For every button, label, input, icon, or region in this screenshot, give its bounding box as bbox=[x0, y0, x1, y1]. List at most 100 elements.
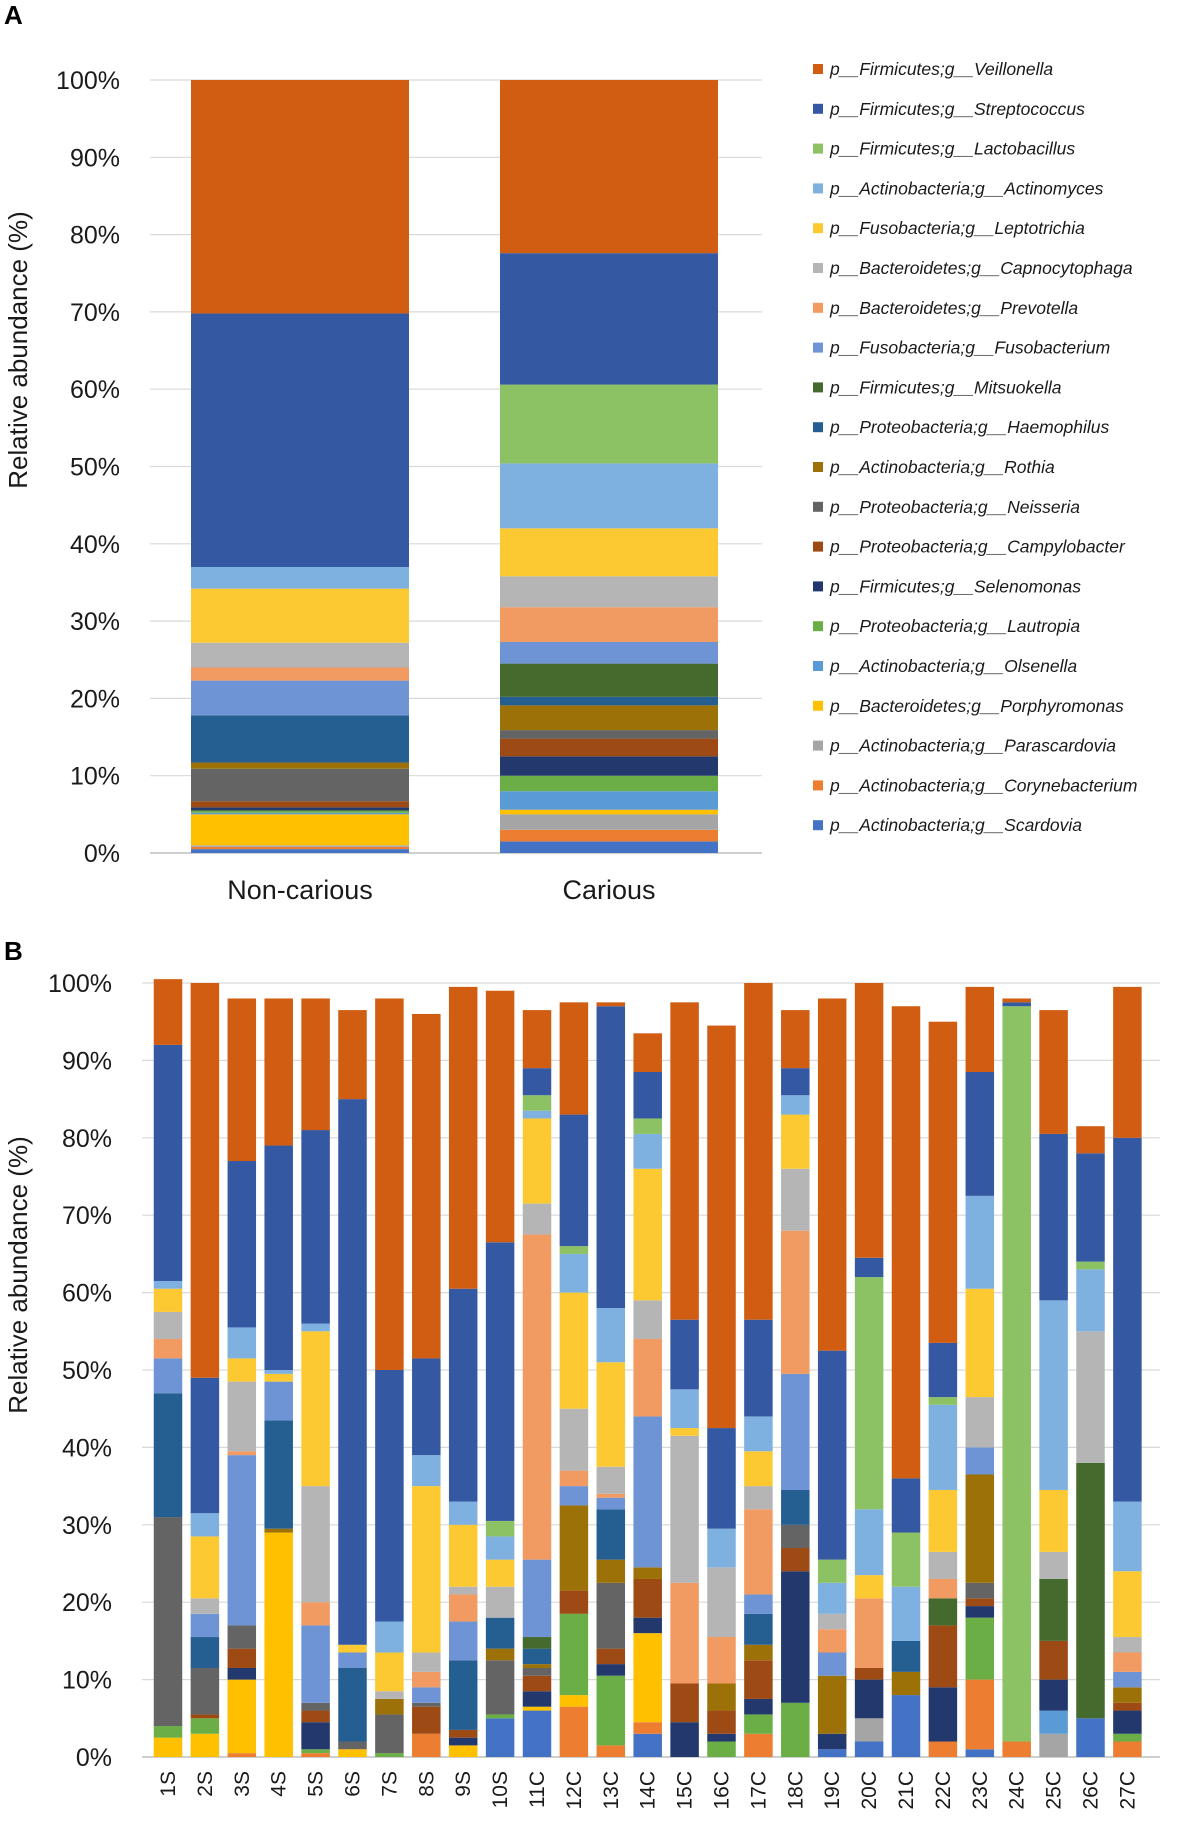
panel-b-bar-segment bbox=[412, 1687, 441, 1703]
panel-b-bar-segment bbox=[153, 979, 183, 1045]
panel-b-bar-segment bbox=[153, 1044, 183, 1281]
panel-b-x-tick-label: 15C bbox=[674, 1771, 697, 1810]
panel-a-bar-segment bbox=[500, 756, 718, 776]
legend-swatch bbox=[813, 621, 823, 632]
panel-b-bar-segment bbox=[1076, 1331, 1105, 1463]
panel-b-bar-segment bbox=[1113, 1741, 1142, 1757]
panel-b-bar-segment bbox=[190, 1377, 220, 1514]
panel-b-bar-segment bbox=[153, 1726, 183, 1738]
legend-swatch bbox=[813, 183, 823, 194]
panel-b-bar-segment bbox=[190, 1513, 220, 1537]
panel-b-bar-segment bbox=[1076, 1269, 1105, 1332]
panel-b-bar-segment bbox=[522, 1706, 552, 1711]
panel-a-letter: A bbox=[4, 0, 23, 30]
panel-a-bar-segment bbox=[500, 809, 718, 815]
panel-b-bar-segment bbox=[301, 1331, 330, 1487]
legend-entry-label: p__Firmicutes;g__Lactobacillus bbox=[829, 139, 1075, 159]
panel-a-bar-segment bbox=[191, 80, 409, 314]
panel-b-bar-segment bbox=[965, 1474, 995, 1583]
panel-b-bar-segment bbox=[301, 1486, 330, 1603]
panel-a-bar-segment bbox=[500, 775, 718, 792]
panel-b-bar-segment bbox=[1113, 986, 1142, 1138]
panel-b-bar-segment bbox=[965, 1582, 995, 1599]
panel-b-bar-segment bbox=[854, 1277, 884, 1510]
panel-b-bar-segment bbox=[190, 1667, 220, 1715]
panel-b-bar-segment bbox=[854, 1741, 884, 1757]
panel-b-bar-segment bbox=[190, 983, 220, 1378]
legend-entry-label: p__Firmicutes;g__Veillonella bbox=[829, 59, 1053, 79]
panel-b-bar-segment bbox=[891, 1006, 921, 1479]
panel-b-bar-segment bbox=[596, 1362, 626, 1467]
panel-b-bar-segment bbox=[596, 1675, 626, 1746]
panel-b-bar-segment bbox=[375, 1753, 404, 1757]
panel-b-bar-segment bbox=[1113, 1687, 1142, 1703]
panel-b-bar-segment bbox=[1002, 1006, 1031, 1742]
panel-b-bar-segment bbox=[448, 1737, 478, 1746]
panel-a-bar-segment bbox=[500, 253, 718, 385]
panel-b-x-tick-label: 20C bbox=[858, 1771, 881, 1810]
panel-b-bar-segment bbox=[1039, 1578, 1068, 1641]
panel-b-bar-segment bbox=[485, 990, 515, 1243]
panel-b-bar-segment bbox=[817, 1350, 847, 1560]
panel-b-bar-segment bbox=[817, 1582, 847, 1614]
panel-a-bar-segment bbox=[500, 696, 718, 706]
panel-b-bar-segment bbox=[301, 1702, 330, 1711]
panel-a-bar-segment bbox=[191, 762, 409, 769]
panel-b-x-tick-label: 11C bbox=[526, 1771, 549, 1808]
panel-b-bar-segment bbox=[1113, 1501, 1142, 1572]
panel-a-x-tick-label: Carious bbox=[562, 875, 655, 905]
panel-b-y-tick-label: 20% bbox=[62, 1589, 112, 1617]
panel-b-bar-segment bbox=[633, 1033, 662, 1073]
panel-a-y-tick-label: 70% bbox=[70, 299, 120, 327]
panel-b-bar-segment bbox=[522, 1648, 552, 1665]
panel-b-bar-segment bbox=[854, 1667, 884, 1680]
panel-b-bar-segment bbox=[633, 1072, 662, 1119]
panel-b-bar-segment bbox=[485, 1718, 515, 1757]
panel-b-x-tick-label: 4S bbox=[268, 1771, 291, 1797]
panel-b-bar-segment bbox=[891, 1695, 921, 1757]
panel-b-bar-segment bbox=[153, 1339, 183, 1359]
panel-b-bar-segment bbox=[817, 1675, 847, 1734]
panel-b-bar-segment bbox=[1076, 1462, 1105, 1719]
panel-b-bar-segment bbox=[448, 1524, 478, 1587]
panel-b-bar-segment bbox=[301, 1749, 330, 1754]
panel-a-bar-segment bbox=[191, 715, 409, 763]
panel-b-bar-segment bbox=[522, 1068, 552, 1096]
panel-b-bar-segment bbox=[781, 1489, 810, 1525]
panel-b-bar-segment bbox=[707, 1428, 736, 1529]
panel-b-bar-segment bbox=[375, 1621, 404, 1653]
panel-b-y-tick-label: 50% bbox=[62, 1357, 112, 1385]
panel-b-x-tick-label: 14C bbox=[637, 1771, 660, 1810]
panel-b-bar-segment bbox=[522, 1110, 552, 1119]
panel-b-bar-segment bbox=[854, 1509, 884, 1576]
panel-a-bar-segment bbox=[191, 846, 409, 850]
panel-b-bar-segment bbox=[965, 1447, 995, 1475]
panel-b-bar-segment bbox=[891, 1586, 921, 1641]
panel-b-y-tick-label: 70% bbox=[62, 1202, 112, 1230]
panel-b-bar-segment bbox=[485, 1242, 515, 1521]
panel-b-bar-segment bbox=[485, 1586, 515, 1618]
panel-b-bar-segment bbox=[1113, 1637, 1142, 1653]
panel-b-y-tick-label: 30% bbox=[62, 1512, 112, 1540]
panel-b-bar-segment bbox=[522, 1234, 552, 1560]
panel-b-bar-segment bbox=[1076, 1126, 1105, 1154]
panel-b-bar-segment bbox=[190, 1536, 220, 1599]
panel-b-bar-segment bbox=[190, 1637, 220, 1668]
panel-b-x-tick-label: 12C bbox=[563, 1771, 586, 1810]
panel-b-bar-segment bbox=[559, 1114, 589, 1247]
panel-b-bar-segment bbox=[965, 1617, 995, 1680]
panel-b-bar-segment bbox=[781, 1571, 810, 1703]
panel-b-x-tick-label: 18C bbox=[784, 1771, 807, 1810]
legend-entry-label: p__Proteobacteria;g__Campylobacter bbox=[829, 537, 1126, 557]
panel-b-bar-segment bbox=[891, 1478, 921, 1533]
panel-b-bar-segment bbox=[522, 1010, 552, 1069]
panel-b-bar-segment bbox=[301, 998, 330, 1131]
panel-b-bar-segment bbox=[448, 1594, 478, 1622]
panel-b-bar-segment bbox=[928, 1021, 958, 1343]
panel-b-bar-segment bbox=[227, 998, 257, 1162]
panel-b-bar-segment bbox=[670, 1428, 699, 1436]
legend-swatch bbox=[813, 661, 823, 671]
legend-swatch bbox=[813, 541, 823, 552]
panel-a-bar-segment bbox=[191, 807, 409, 811]
panel-a-bar-segment bbox=[500, 730, 718, 739]
